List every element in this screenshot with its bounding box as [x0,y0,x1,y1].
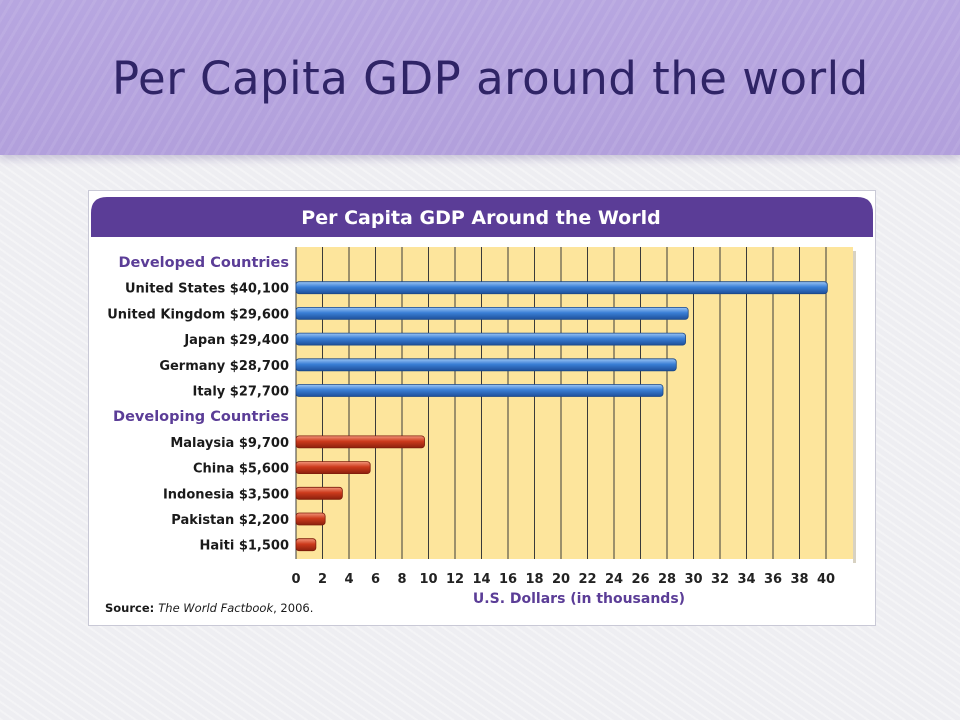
bar-label: United States $40,100 [125,282,289,297]
x-tick-label: 22 [578,572,596,587]
x-tick-label: 0 [291,572,300,587]
bar-label: Haiti $1,500 [200,539,289,554]
chart-title: Per Capita GDP Around the World [301,207,660,229]
x-tick-label: 26 [631,572,649,587]
bar-label: Italy $27,700 [193,385,290,400]
bar [295,435,425,449]
slide-title: Per Capita GDP around the world [112,52,869,105]
bar [295,281,828,295]
x-tick-label: 12 [446,572,464,587]
bar-label: Pakistan $2,200 [171,513,289,528]
x-tick-label: 18 [525,572,543,587]
chart-header-bar [91,197,873,237]
x-tick-label: 40 [817,572,835,587]
x-tick-label: 4 [344,572,353,587]
bar [295,538,317,552]
bar [295,512,326,526]
x-tick-label: 6 [371,572,380,587]
bar-label: United Kingdom $29,600 [107,307,289,322]
bar [295,461,371,475]
x-tick-label: 20 [552,572,570,587]
x-tick-label: 24 [605,572,623,587]
bar-label: China $5,600 [193,462,289,477]
plot-area [296,247,853,559]
x-axis-label: U.S. Dollars (in thousands) [473,591,685,607]
x-tick-label: 36 [764,572,782,587]
x-tick-label: 8 [397,572,406,587]
bar [295,384,664,397]
x-tick-label: 14 [472,572,490,587]
bar [295,486,343,500]
plot-shadow [853,251,856,563]
title-band [0,0,960,155]
group-label: Developing Countries [113,409,289,425]
x-tick-label: 16 [499,572,517,587]
x-tick-label: 28 [658,572,676,587]
bar-label: Malaysia $9,700 [170,436,289,451]
bar-label: Germany $28,700 [159,359,289,374]
bar-label: Indonesia $3,500 [163,487,289,502]
x-tick-label: 32 [711,572,729,587]
x-tick-label: 34 [737,572,755,587]
bar [295,332,686,346]
group-label: Developed Countries [119,255,290,271]
x-tick-label: 30 [684,572,702,587]
bar-label: Japan $29,400 [183,333,289,348]
source-note: Source: The World Factbook, 2006. [105,601,313,615]
bar [295,307,689,320]
x-tick-label: 2 [318,572,327,587]
chart-figure: Per Capita GDP Around the World 0 2 4 6 8 10 12… [88,190,876,626]
bar [295,358,677,372]
x-tick-label: 38 [790,572,808,587]
x-tick-label: 10 [419,572,437,587]
